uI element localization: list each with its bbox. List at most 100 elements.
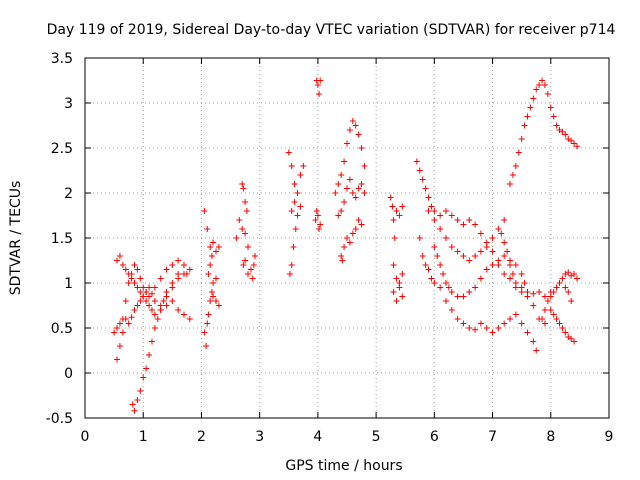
data-point [114, 257, 121, 264]
data-point [252, 253, 259, 259]
data-point [288, 262, 295, 268]
x-tick-label: 2 [197, 429, 206, 445]
data-point [507, 181, 514, 187]
data-point [346, 127, 353, 133]
data-point [425, 208, 432, 214]
data-point [541, 320, 548, 327]
data-point [151, 298, 158, 304]
data-point [512, 280, 519, 286]
data-point [507, 275, 514, 282]
data-point [205, 311, 212, 318]
series-track-G [285, 149, 307, 277]
data-point [573, 275, 580, 282]
x-tick-label: 8 [546, 429, 555, 445]
data-point [539, 316, 546, 322]
data-point [530, 290, 537, 297]
data-point [175, 275, 182, 282]
x-tick-label: 6 [430, 429, 439, 445]
data-point [213, 275, 219, 282]
data-point [291, 181, 298, 187]
data-point [129, 401, 136, 408]
chart-title: Day 119 of 2019, Sidereal Day-to-day VTE… [47, 22, 616, 38]
series-track-I [332, 118, 368, 264]
data-point [547, 293, 554, 300]
data-point [208, 289, 215, 295]
data-point [571, 271, 578, 277]
data-point [448, 289, 455, 295]
data-point [391, 235, 398, 241]
data-point [568, 335, 575, 342]
data-point [495, 226, 502, 232]
x-tick-label: 3 [255, 429, 264, 445]
data-point [442, 280, 449, 286]
data-point [344, 235, 350, 241]
data-point [239, 181, 246, 187]
data-point [466, 289, 473, 295]
data-point [300, 163, 307, 169]
y-tick-label: -0.5 [46, 411, 73, 427]
y-tick-label: 1 [64, 276, 73, 292]
data-point [243, 208, 250, 214]
data-point [349, 118, 356, 124]
data-point [454, 316, 461, 322]
data-point [204, 226, 211, 232]
data-point [175, 307, 182, 313]
data-point [489, 262, 496, 268]
data-point [119, 316, 126, 322]
data-point [157, 275, 164, 282]
data-point [489, 235, 496, 241]
data-point [122, 266, 129, 273]
data-point [116, 320, 123, 327]
data-point [247, 266, 254, 273]
data-point [163, 289, 170, 295]
data-point [509, 172, 516, 178]
y-tick-label: 3 [64, 96, 73, 112]
data-point [297, 172, 304, 178]
data-point [242, 257, 249, 264]
data-point [466, 217, 473, 223]
data-point [292, 226, 299, 232]
data-point [250, 262, 257, 268]
data-point [431, 208, 438, 214]
data-point [562, 329, 569, 336]
data-point [210, 293, 217, 300]
series-track-B [114, 253, 193, 322]
data-point [527, 104, 534, 111]
y-axis-label: SDTVAR / TECUs [8, 181, 24, 296]
data-point [512, 163, 519, 169]
series-track-K [413, 158, 560, 300]
data-point [434, 253, 441, 259]
data-point [536, 82, 543, 88]
series-track-F [233, 181, 259, 282]
data-point [163, 266, 170, 273]
data-point [416, 167, 423, 174]
data-point [431, 280, 438, 286]
data-point [204, 320, 211, 327]
data-point [361, 163, 368, 169]
data-point [128, 271, 135, 277]
data-point [146, 284, 153, 291]
data-point [341, 244, 348, 250]
data-point [143, 298, 150, 304]
data-point [346, 239, 353, 246]
data-point [568, 137, 575, 144]
data-point [571, 338, 578, 345]
data-point [290, 244, 297, 250]
data-point [355, 185, 362, 192]
x-tick-label: 0 [81, 429, 90, 445]
data-point [454, 248, 461, 255]
data-point [553, 284, 560, 291]
data-point [339, 257, 346, 264]
data-point [134, 284, 141, 291]
data-point [131, 407, 138, 414]
data-point [134, 302, 141, 309]
data-point [285, 149, 292, 156]
data-point [390, 262, 397, 268]
data-point [125, 320, 132, 327]
data-point [341, 199, 348, 205]
data-point [445, 284, 452, 291]
data-point [521, 122, 528, 129]
data-point [530, 302, 537, 309]
data-point [245, 271, 252, 277]
